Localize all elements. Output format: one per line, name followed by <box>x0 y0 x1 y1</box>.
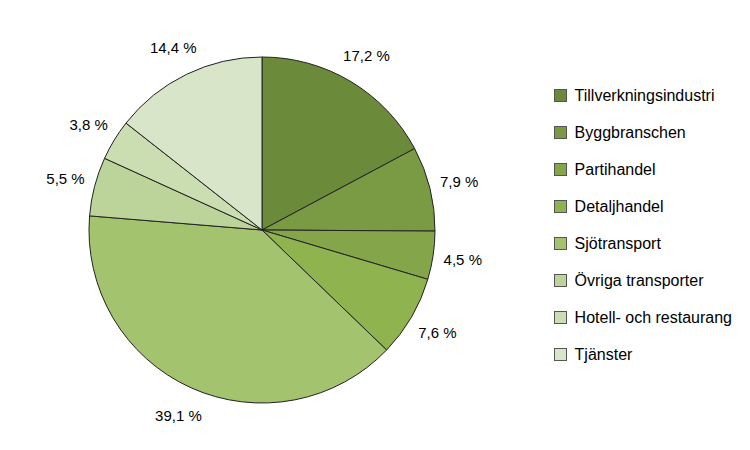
svg-text:7,6 %: 7,6 % <box>418 324 456 341</box>
svg-text:14,4 %: 14,4 % <box>150 39 197 56</box>
svg-text:4,5 %: 4,5 % <box>444 251 482 268</box>
html-text:Tillverkningsindustri: Tillverkningsindustri <box>574 86 715 104</box>
svg-text:5,5 %: 5,5 % <box>46 170 84 187</box>
svg-text:7,9 %: 7,9 % <box>440 173 478 190</box>
html-text:Tjänster: Tjänster <box>574 345 633 363</box>
html-text:Partihandel: Partihandel <box>574 160 656 178</box>
html-text:Detaljhandel: Detaljhandel <box>574 197 664 215</box>
html-text:Sjötransport: Sjötransport <box>574 234 661 252</box>
html-text:Byggbranschen: Byggbranschen <box>574 123 686 141</box>
html-text:Övriga transporter: Övriga transporter <box>574 271 704 289</box>
svg-text:39,1 %: 39,1 % <box>155 407 202 424</box>
html-text:Hotell- och restaurang: Hotell- och restaurang <box>574 308 732 326</box>
svg-text:3,8 %: 3,8 % <box>69 116 107 133</box>
svg-text:17,2 %: 17,2 % <box>343 47 390 64</box>
